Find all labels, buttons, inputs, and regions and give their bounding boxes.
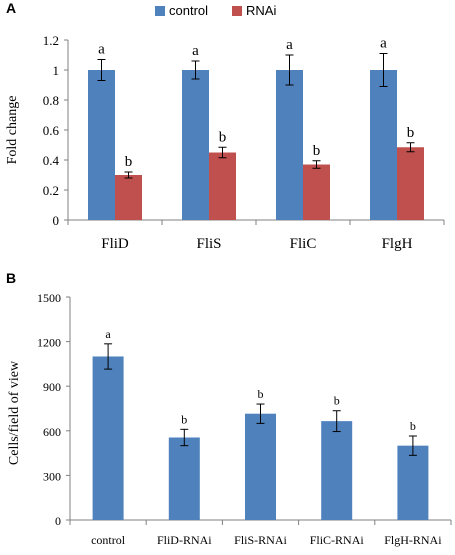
x-tick-label: FliD (101, 236, 129, 252)
bar-value (397, 445, 429, 520)
bar-control (370, 70, 397, 220)
significance-letter: a (286, 37, 293, 53)
y-tick-label: 600 (43, 425, 61, 439)
panel-b-label: B (6, 270, 16, 286)
significance-letter: a (192, 43, 199, 59)
plot-area-b: 0 300 600 900 1200 1500 a control b FliD-RNAi b Fli… (37, 291, 452, 547)
bar-rnai (397, 147, 424, 220)
bar-control (276, 70, 303, 220)
x-tick-label: FlgH (382, 236, 413, 252)
significance-letter: b (258, 387, 264, 401)
bar-rnai (209, 152, 236, 220)
y-tick-label: 0 (53, 213, 60, 228)
significance-letter: b (125, 154, 133, 170)
significance-letter: a (380, 36, 387, 52)
y-tick-label: 1200 (37, 336, 61, 350)
x-tick-label: FliC (290, 236, 317, 252)
bar-rnai (115, 175, 142, 220)
bar-value (321, 421, 353, 520)
bar-value (245, 413, 276, 520)
significance-letter: a (98, 42, 105, 58)
legend-label-control: control (169, 3, 208, 18)
y-tick-label: 1500 (37, 291, 61, 305)
significance-letter: b (334, 394, 340, 408)
y-tick-label: 1 (53, 63, 60, 78)
panel-a-label: A (6, 0, 16, 16)
y-tick-label: 0.4 (43, 153, 60, 168)
bar-control (88, 70, 115, 220)
y-tick-label: 0.8 (43, 93, 59, 108)
x-tick-label: control (91, 533, 126, 547)
legend-swatch-rnai (232, 6, 242, 16)
significance-letter: a (105, 327, 111, 341)
legend: control RNAi (155, 3, 276, 18)
plot-area-a: 0 0.2 0.4 0.6 0.8 1 1.2 a b FliD a b FliS a b FliC a b Flg… (43, 33, 445, 252)
x-tick-label: FliS-RNAi (234, 533, 287, 547)
significance-letter: b (410, 419, 416, 433)
x-tick-label: FliS (196, 236, 221, 252)
significance-letter: b (219, 129, 227, 145)
bar-value (92, 356, 124, 520)
y-tick-label: 300 (43, 469, 61, 483)
y-tick-label: 0.6 (43, 123, 60, 138)
y-axis-title-a: Fold change (5, 96, 20, 165)
significance-letter: b (407, 125, 415, 141)
x-tick-label: FliD-RNAi (157, 533, 212, 547)
panel-a: A control RNAi Fold change 0 0.2 0.4 0.6 0.8… (5, 0, 445, 252)
x-tick-label: FliC-RNAi (310, 533, 365, 547)
y-tick-label: 0 (55, 514, 61, 528)
panel-b: B Cells/field of view 0 300 600 900 1200 1500… (6, 270, 452, 547)
bar-value (168, 437, 200, 520)
bar-control (182, 70, 209, 220)
y-tick-label: 0.2 (43, 183, 59, 198)
legend-label-rnai: RNAi (246, 3, 276, 18)
legend-swatch-control (155, 6, 165, 16)
y-tick-label: 1.2 (43, 33, 59, 48)
y-tick-label: 900 (43, 380, 61, 394)
significance-letter: b (181, 412, 187, 426)
x-tick-label: FlgH-RNAi (384, 533, 442, 547)
significance-letter: b (313, 143, 321, 159)
y-axis-title-b: Cells/field of view (7, 360, 22, 465)
bar-rnai (303, 164, 330, 220)
